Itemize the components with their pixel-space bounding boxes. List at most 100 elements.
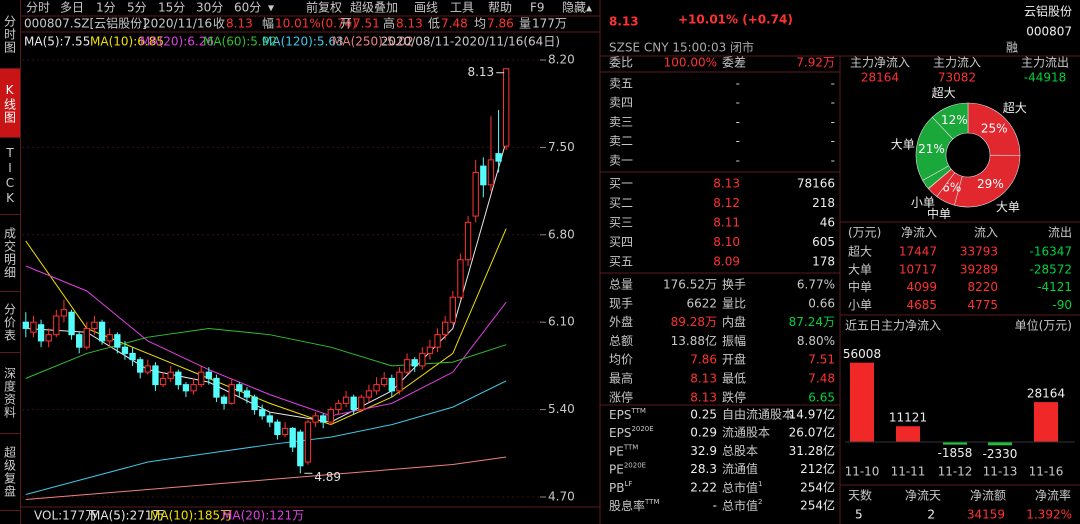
candle-body bbox=[297, 431, 304, 467]
x-tick-label: 11-16 bbox=[1029, 465, 1064, 479]
label: -44918 bbox=[1024, 71, 1067, 85]
x-tick-label: 11-13 bbox=[983, 465, 1018, 479]
label-main: EPS bbox=[609, 426, 631, 440]
label: 4099 bbox=[906, 280, 937, 294]
label: - bbox=[736, 134, 740, 148]
label: 跌停 bbox=[722, 389, 746, 404]
side-tab[interactable]: TICK bbox=[0, 138, 20, 215]
label: - bbox=[831, 153, 835, 167]
label: 254亿 bbox=[800, 498, 835, 513]
unit-label: 单位(万元) bbox=[1015, 318, 1072, 333]
side-tab[interactable]: 分时图 bbox=[0, 0, 20, 69]
label: - bbox=[831, 96, 835, 110]
label: 量 bbox=[519, 17, 531, 31]
candle-body bbox=[472, 171, 479, 217]
toolbar-tab[interactable]: F9 bbox=[530, 1, 545, 15]
label: - bbox=[831, 134, 835, 148]
candle-body bbox=[159, 377, 167, 386]
label: PETTM bbox=[609, 443, 638, 458]
label: 流通股本 bbox=[722, 426, 770, 440]
label: 最低 bbox=[722, 372, 746, 386]
toolbar-tab[interactable]: 帮助 bbox=[488, 1, 512, 15]
label: 总额 bbox=[609, 334, 633, 348]
label: 均价 bbox=[609, 353, 633, 367]
date: 2020/11/16 bbox=[143, 17, 212, 31]
candle-body bbox=[487, 159, 495, 186]
candle-body bbox=[129, 352, 136, 361]
side-tab[interactable]: 深度资料 bbox=[0, 353, 20, 434]
label: 卖二 bbox=[609, 134, 633, 148]
toolbar-tab[interactable]: 前复权 bbox=[306, 0, 342, 15]
side-tab[interactable]: 分价表 bbox=[0, 292, 20, 353]
ma-line bbox=[25, 228, 507, 426]
candle-body bbox=[190, 384, 197, 392]
legend-entry: MA(250):5.02 bbox=[332, 35, 414, 49]
label: EPS2020E bbox=[609, 425, 654, 440]
y-tick-label: 6.80 bbox=[548, 227, 575, 241]
label: 39289 bbox=[960, 262, 998, 276]
toolbar-tab[interactable]: 60分 bbox=[234, 1, 261, 15]
toolbar-tab[interactable]: 工具 bbox=[450, 1, 474, 15]
section-title: 近五日主力净流入 bbox=[845, 319, 941, 333]
range-label: 2020/08/11-2020/11/16(64日) bbox=[381, 35, 560, 49]
label: 6.65 bbox=[808, 390, 835, 404]
y-tick-label: 6.10 bbox=[548, 315, 575, 329]
toolbar-tab[interactable]: 30分 bbox=[196, 1, 223, 15]
candle-body bbox=[205, 371, 212, 379]
pie-slice bbox=[967, 102, 1021, 156]
toolbar-tab[interactable]: 隐藏▴ bbox=[562, 1, 592, 15]
candle-body bbox=[68, 311, 75, 336]
label: 8.13 bbox=[396, 17, 423, 31]
candle-body bbox=[220, 396, 228, 404]
candle-body bbox=[289, 427, 296, 448]
ma-line bbox=[25, 456, 507, 501]
stock-name: 000807.SZ[云铝股份] bbox=[24, 16, 147, 31]
x-tick-label: 11-11 bbox=[891, 465, 926, 479]
candle-body bbox=[60, 309, 68, 317]
ma-line bbox=[25, 265, 507, 417]
bar-label: -2330 bbox=[983, 447, 1018, 461]
slice-label: 12% bbox=[941, 113, 968, 127]
bar bbox=[988, 442, 1012, 446]
bar bbox=[850, 362, 874, 442]
x-tick-label: 11-10 bbox=[845, 465, 880, 479]
toolbar-tab[interactable]: 画线 bbox=[414, 1, 438, 15]
candle-body bbox=[449, 296, 456, 323]
toolbar-tab[interactable]: 多日 bbox=[60, 1, 84, 15]
label-sup: 2020E bbox=[631, 425, 653, 433]
side-tab[interactable]: 成交明细 bbox=[0, 215, 20, 292]
label: 7.48 bbox=[808, 372, 835, 386]
label: 低 bbox=[428, 17, 440, 31]
slice-category: 超大 bbox=[1003, 100, 1027, 115]
candle-body bbox=[396, 371, 403, 392]
label: 内盘 bbox=[722, 314, 746, 329]
label: 10.01%(0.74) bbox=[275, 17, 357, 31]
label: - bbox=[713, 499, 717, 513]
label: 均 bbox=[474, 17, 486, 31]
candle-body bbox=[182, 384, 190, 392]
volume-legend: MA(20):121万 bbox=[222, 509, 304, 523]
side-tab[interactable]: K线图 bbox=[0, 69, 20, 138]
side-tab[interactable]: 超级复盘 bbox=[0, 434, 20, 511]
label: 量比 bbox=[722, 296, 746, 310]
label: -16347 bbox=[1029, 245, 1072, 259]
label: 7.86 bbox=[690, 353, 717, 367]
label: -90 bbox=[1052, 298, 1072, 312]
label: 7.92万 bbox=[796, 56, 835, 70]
label: 0.25 bbox=[690, 408, 717, 422]
label: 8.13 bbox=[226, 17, 253, 31]
toolbar-tab[interactable]: ▾ bbox=[268, 1, 274, 15]
candle-body bbox=[144, 365, 151, 373]
toolbar-tab[interactable]: 超级叠加 bbox=[350, 0, 398, 15]
toolbar-tab[interactable]: 1分 bbox=[96, 1, 116, 15]
candle-body bbox=[121, 346, 129, 354]
label-main: PB bbox=[609, 480, 624, 494]
margin-tag[interactable]: 融 bbox=[1006, 41, 1018, 55]
label: 87.24万 bbox=[789, 315, 835, 329]
label: 8.13 bbox=[713, 177, 740, 191]
toolbar-tab[interactable]: 5分 bbox=[127, 1, 147, 15]
volume-legend: MA(10):185万 bbox=[150, 509, 232, 523]
toolbar-tab[interactable]: 分时 bbox=[26, 1, 50, 15]
toolbar-tab[interactable]: 15分 bbox=[158, 1, 185, 15]
